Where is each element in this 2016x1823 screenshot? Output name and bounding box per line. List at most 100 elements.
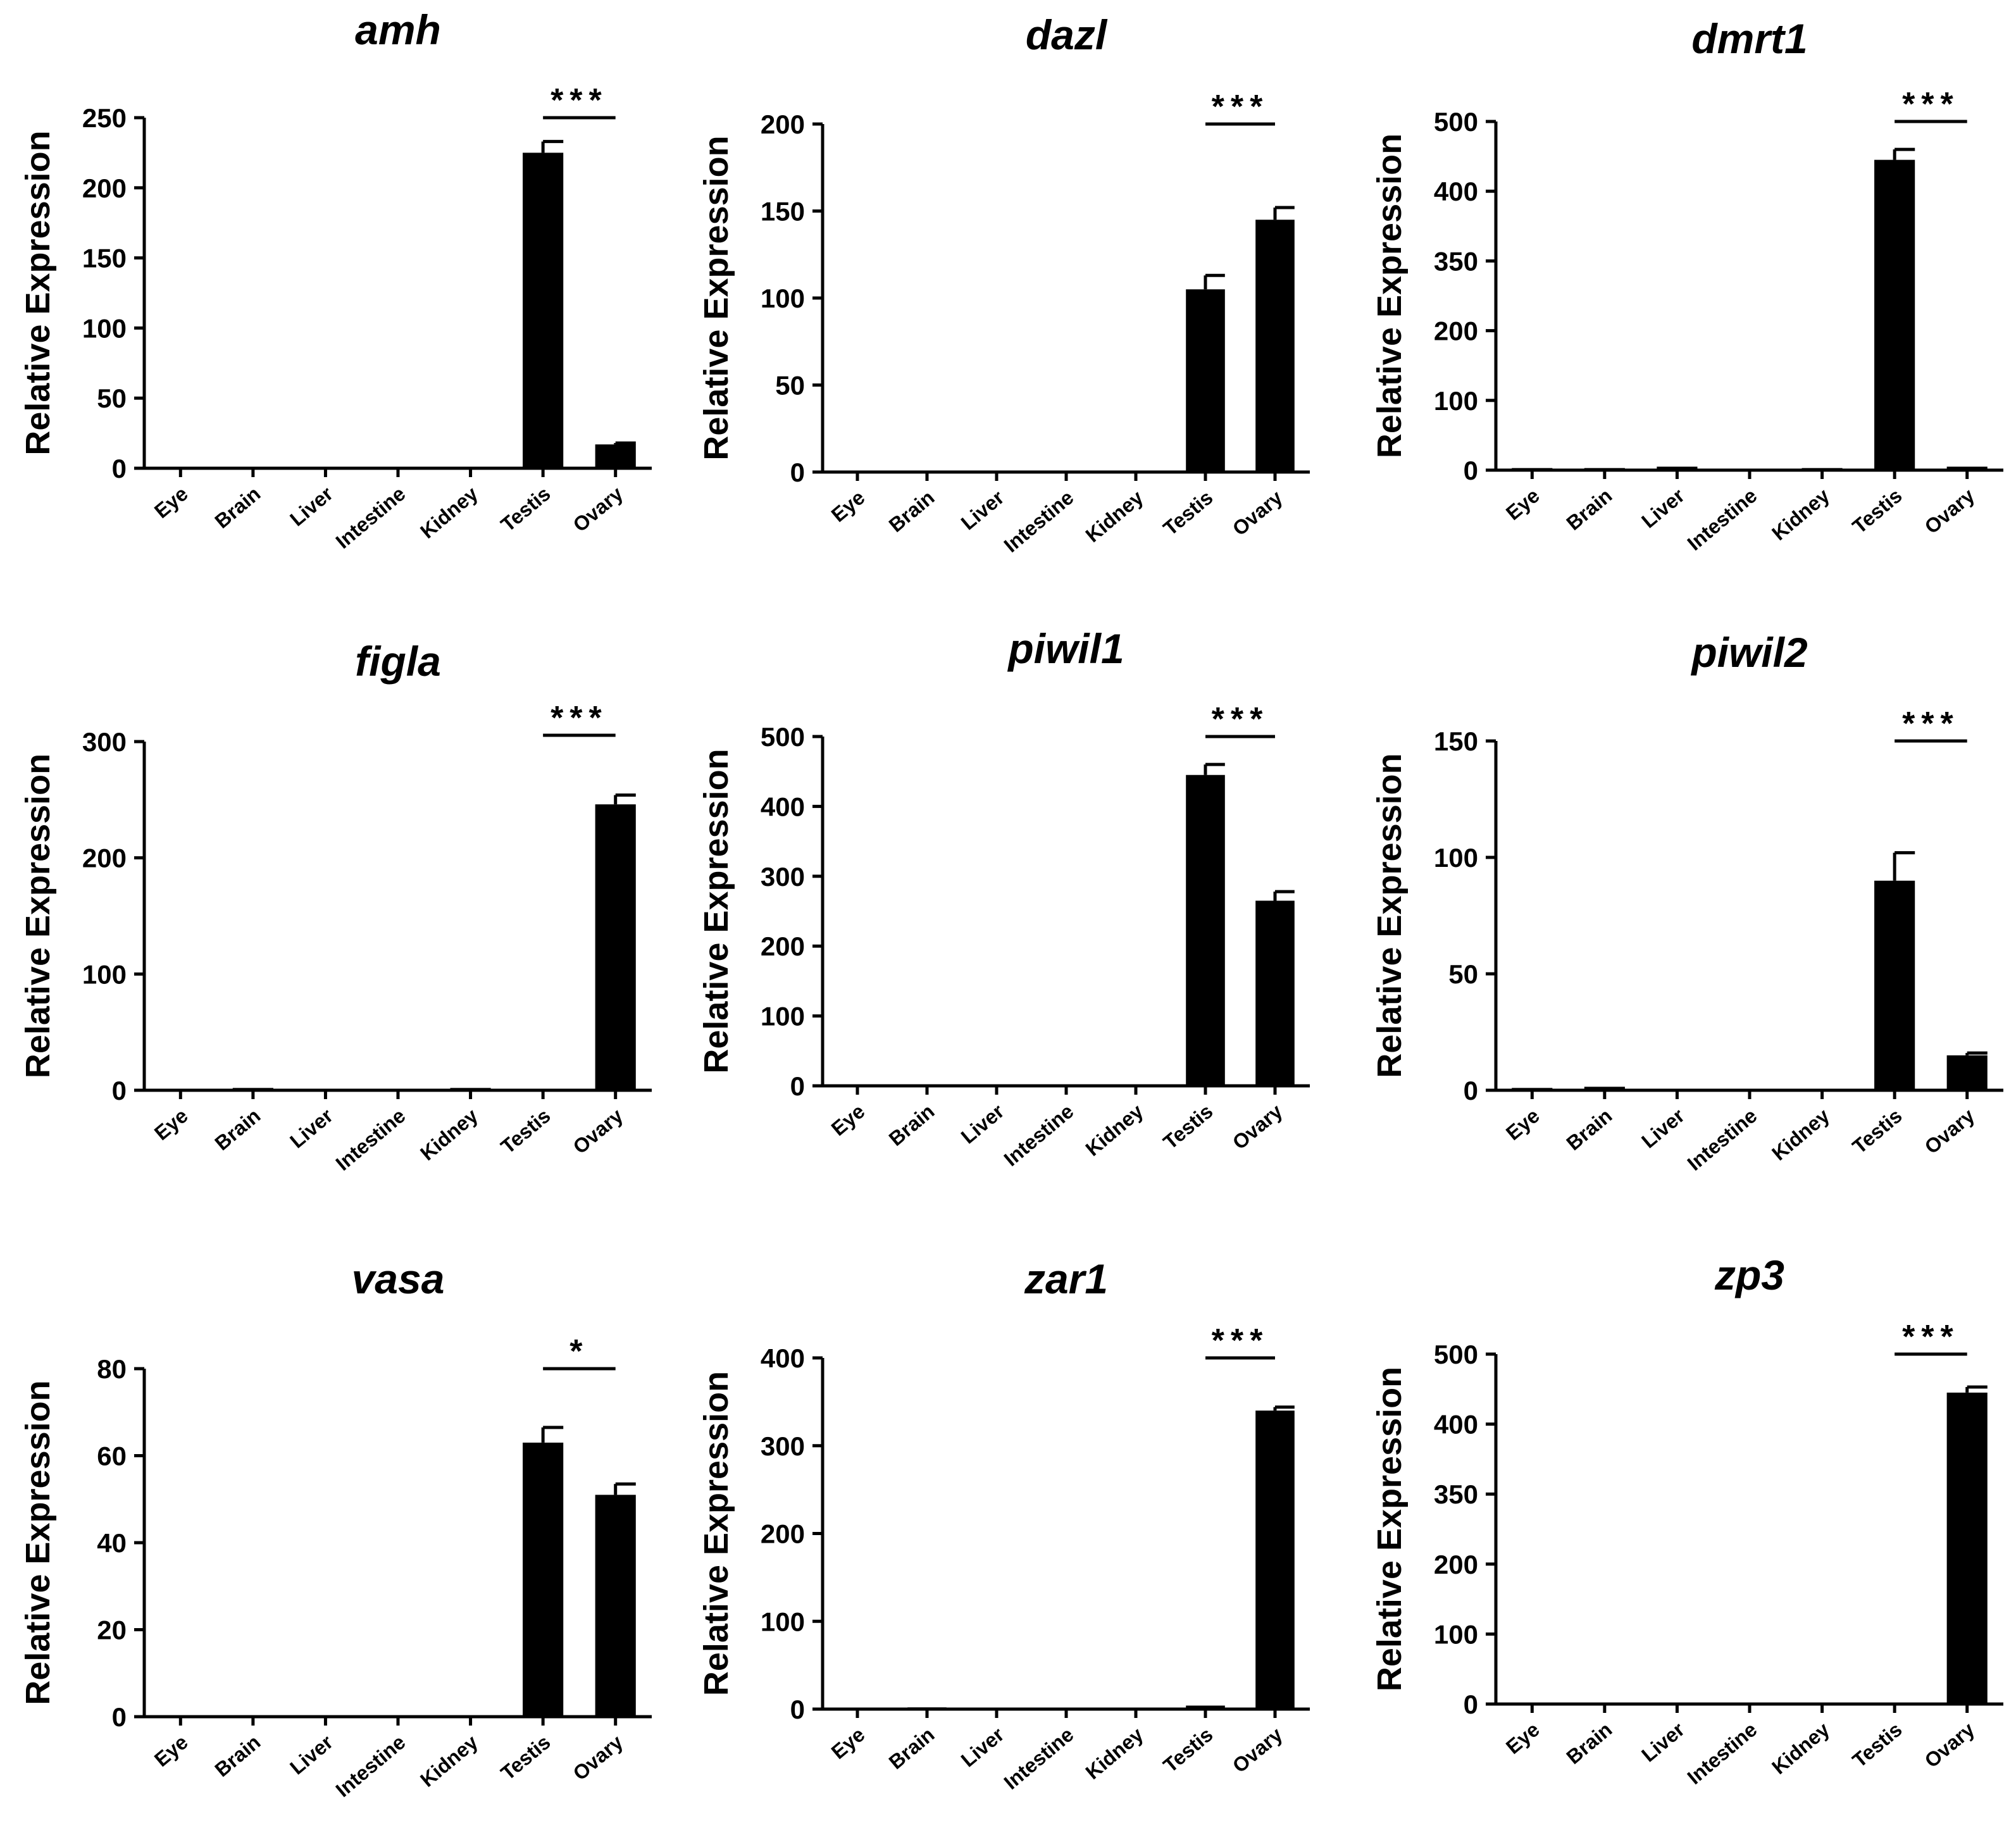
x-tick-label-kidney: Kidney: [1081, 486, 1148, 547]
chart-title: figla: [355, 638, 441, 685]
x-tick-label-brain: Brain: [211, 482, 265, 533]
bar-brain: [232, 1088, 273, 1090]
x-tick-label-intestine: Intestine: [1683, 484, 1762, 555]
x-tick-label-eye: Eye: [1502, 484, 1544, 525]
y-tick-label: 100: [82, 313, 127, 343]
x-tick-label-kidney: Kidney: [1767, 484, 1834, 545]
y-axis-label: Relative Expression: [697, 135, 735, 460]
x-tick-label-liver: Liver: [1637, 484, 1689, 533]
y-tick-label: 400: [761, 792, 805, 821]
y-tick-label: 100: [1434, 386, 1478, 416]
bar-brain: [1584, 468, 1625, 470]
x-tick-label-liver: Liver: [285, 1104, 337, 1153]
y-tick-label: 0: [790, 457, 805, 487]
bar-ovary: [1255, 1410, 1295, 1709]
y-tick-label: 200: [761, 1519, 805, 1549]
y-tick-label: 20: [97, 1615, 127, 1645]
x-tick-label-kidney: Kidney: [416, 482, 482, 543]
y-axis-label: Relative Expression: [697, 749, 735, 1073]
bar-testis: [523, 152, 564, 468]
significance-label: ***: [1902, 706, 1960, 742]
significance-label: ***: [1212, 89, 1269, 125]
y-axis-label: Relative Expression: [19, 130, 57, 455]
bar-testis: [523, 1442, 564, 1717]
x-tick-label-liver: Liver: [1637, 1718, 1689, 1767]
chart-title: zp3: [1714, 1252, 1784, 1298]
x-tick-label-eye: Eye: [1502, 1718, 1544, 1758]
y-tick-label: 250: [82, 103, 127, 133]
x-tick-label-ovary: Ovary: [1920, 1718, 1979, 1772]
y-tick-label: 0: [790, 1071, 805, 1101]
x-tick-label-intestine: Intestine: [1000, 486, 1078, 557]
bar-eye: [1512, 468, 1553, 470]
y-tick-label: 200: [82, 843, 127, 873]
x-tick-label-kidney: Kidney: [416, 1731, 482, 1791]
x-tick-label-intestine: Intestine: [332, 1104, 410, 1175]
y-tick-label: 0: [1464, 1076, 1478, 1105]
x-tick-label-ovary: Ovary: [1228, 486, 1287, 540]
x-tick-label-ovary: Ovary: [1228, 1100, 1287, 1154]
x-tick-label-testis: Testis: [496, 1731, 554, 1784]
x-tick-label-intestine: Intestine: [1000, 1723, 1078, 1794]
y-tick-label: 100: [1434, 1619, 1478, 1649]
x-tick-label-liver: Liver: [957, 486, 1009, 535]
y-tick-label: 60: [97, 1441, 127, 1471]
y-tick-label: 350: [1434, 1479, 1478, 1509]
x-tick-label-liver: Liver: [957, 1100, 1009, 1148]
x-tick-label-eye: Eye: [150, 482, 192, 523]
y-tick-label: 0: [1464, 456, 1478, 485]
panel-dazl: dazl Relative Expression 0 50 100 150 200 Eye Br…: [697, 11, 1310, 557]
y-axis-label: Relative Expression: [1371, 1367, 1409, 1691]
panel-zar1: zar1 Relative Expression 0 100 200 300 400 Eye B…: [697, 1255, 1310, 1794]
bar-testis: [1186, 289, 1225, 472]
bar-ovary: [1946, 1392, 1988, 1704]
y-tick-label: 500: [761, 722, 805, 752]
x-tick-label-eye: Eye: [150, 1104, 192, 1145]
y-tick-label: 50: [1448, 959, 1478, 989]
significance-label: *: [569, 1333, 588, 1370]
x-tick-label-testis: Testis: [1159, 486, 1217, 540]
x-tick-label-testis: Testis: [1848, 1718, 1906, 1772]
bar-eye: [160, 1089, 201, 1092]
y-tick-label: 50: [97, 383, 127, 413]
significance-label: ***: [551, 700, 608, 737]
y-tick-label: 200: [82, 173, 127, 203]
bar-ovary: [1946, 466, 1988, 470]
x-tick-label-ovary: Ovary: [569, 482, 628, 537]
x-tick-label-kidney: Kidney: [1081, 1100, 1148, 1160]
bar-kidney: [450, 1088, 491, 1090]
bar-testis: [1186, 1705, 1225, 1709]
x-tick-label-kidney: Kidney: [416, 1104, 482, 1165]
y-tick-label: 0: [1464, 1689, 1478, 1719]
chart-title: dmrt1: [1691, 15, 1807, 62]
x-tick-label-eye: Eye: [150, 1731, 192, 1771]
y-tick-label: 200: [1434, 316, 1478, 346]
y-tick-label: 80: [97, 1354, 127, 1384]
x-tick-label-kidney: Kidney: [1081, 1723, 1148, 1784]
bar-ovary: [1255, 220, 1295, 472]
x-tick-label-ovary: Ovary: [569, 1731, 628, 1785]
x-tick-label-intestine: Intestine: [332, 482, 410, 553]
x-tick-label-brain: Brain: [1562, 1104, 1617, 1155]
y-axis-label: Relative Expression: [1371, 134, 1409, 458]
bar-ovary: [595, 444, 636, 468]
chart-title: zar1: [1024, 1255, 1108, 1302]
x-tick-label-ovary: Ovary: [569, 1104, 628, 1159]
chart-title: piwil1: [1007, 625, 1124, 672]
x-tick-label-testis: Testis: [1848, 484, 1906, 538]
y-tick-label: 500: [1434, 107, 1478, 137]
bar-eye: [1512, 1088, 1553, 1090]
panel-zp3: zp3 Relative Expression 0 100 200 350 400 500 Ey…: [1371, 1252, 2003, 1789]
significance-label: ***: [1902, 1319, 1960, 1355]
bar-kidney: [1116, 1708, 1155, 1710]
chart-title: vasa: [352, 1255, 445, 1302]
bar-ovary: [1946, 1055, 1988, 1090]
panel-figla: figla Relative Expression 0 100 200 300 Eye Bra…: [19, 638, 652, 1175]
bar-brain: [907, 1707, 947, 1710]
x-tick-label-testis: Testis: [1159, 1723, 1217, 1777]
x-tick-label-liver: Liver: [957, 1723, 1009, 1772]
significance-label: ***: [1212, 1322, 1269, 1359]
y-tick-label: 400: [1434, 1410, 1478, 1440]
x-tick-label-liver: Liver: [1637, 1104, 1689, 1153]
